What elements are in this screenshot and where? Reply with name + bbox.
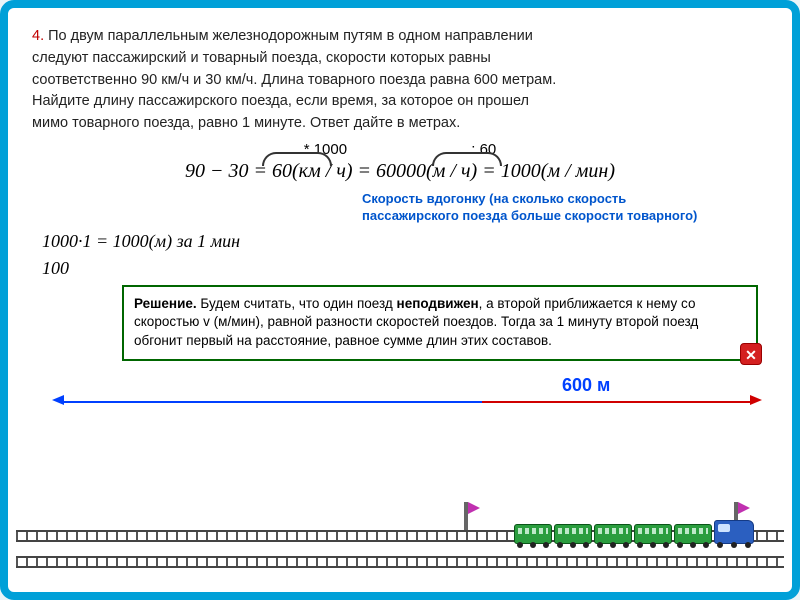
wagon-1 (514, 524, 552, 544)
problem-line-4: мимо товарного поезда, равно 1 минуте. О… (32, 115, 460, 131)
arrow-left-icon (52, 395, 64, 405)
rail-2a (16, 556, 784, 558)
wagon-5 (674, 524, 712, 544)
sub-equation-2: 100 (42, 258, 768, 279)
problem-line-0: По двум параллельным железнодорожным пут… (48, 28, 533, 44)
flag-start (464, 502, 468, 530)
problem-line-2: соответственно 90 км/ч и 30 км/ч. Длина … (32, 72, 556, 88)
conversion-row: * 1000 : 60 (32, 141, 768, 158)
blue-arrow-line (62, 401, 482, 403)
note-line-2: пассажирского поезда больше скорости тов… (362, 208, 697, 223)
distance-label: 600 м (562, 375, 610, 396)
arc-1 (262, 152, 332, 166)
main-equation: 90 − 30 = 60(км / ч) = 60000(м / ч) = 10… (32, 160, 768, 183)
problem-text: 4. По двум параллельным железнодорожным … (32, 26, 768, 135)
problem-number: 4. (32, 28, 44, 44)
solution-box: Решение. Будем считать, что один поезд н… (122, 285, 758, 362)
wagon-3 (594, 524, 632, 544)
wagon-4 (634, 524, 672, 544)
distance-line: 600 м (32, 373, 768, 413)
speed-note: Скорость вдогонку (на сколько скорость п… (362, 191, 768, 225)
equation-text: 90 − 30 = 60(км / ч) = 60000(м / ч) = 10… (185, 160, 615, 182)
red-arrow-line (482, 401, 752, 403)
railway-tracks (16, 512, 784, 582)
freight-train (514, 520, 754, 544)
rail-2b (16, 566, 784, 568)
sub-equation-1: 1000·1 = 1000(м) за 1 мин (42, 231, 768, 252)
arc-2 (432, 152, 502, 166)
slide-frame: 4. По двум параллельным железнодорожным … (0, 0, 800, 600)
wagon-2 (554, 524, 592, 544)
solution-text: Решение. Будем считать, что один поезд н… (134, 296, 698, 349)
close-button[interactable]: ✕ (740, 343, 762, 365)
problem-line-1: следуют пассажирский и товарный поезда, … (32, 50, 491, 66)
arrow-right-icon (750, 395, 762, 405)
locomotive (714, 520, 754, 544)
problem-line-3: Найдите длину пассажирского поезда, если… (32, 93, 529, 109)
note-line-1: Скорость вдогонку (на сколько скорость (362, 191, 626, 206)
